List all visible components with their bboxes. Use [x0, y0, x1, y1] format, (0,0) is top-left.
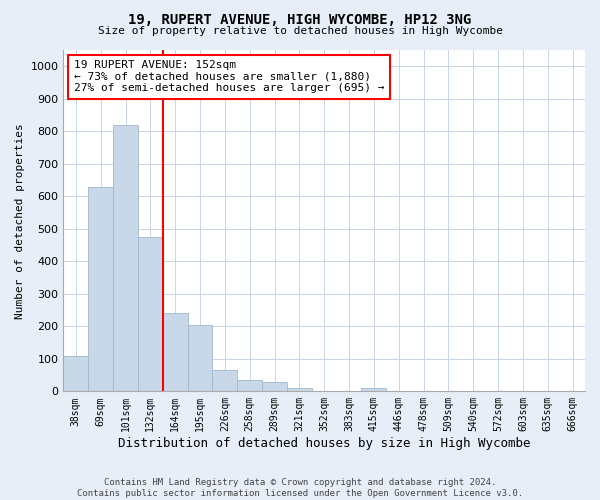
Text: Size of property relative to detached houses in High Wycombe: Size of property relative to detached ho…	[97, 26, 503, 36]
Text: 19 RUPERT AVENUE: 152sqm
← 73% of detached houses are smaller (1,880)
27% of sem: 19 RUPERT AVENUE: 152sqm ← 73% of detach…	[74, 60, 385, 94]
Bar	[163, 314, 188, 392]
Text: 19, RUPERT AVENUE, HIGH WYCOMBE, HP12 3NG: 19, RUPERT AVENUE, HIGH WYCOMBE, HP12 3N…	[128, 12, 472, 26]
Bar	[138, 237, 163, 392]
Text: Contains HM Land Registry data © Crown copyright and database right 2024.
Contai: Contains HM Land Registry data © Crown c…	[77, 478, 523, 498]
Y-axis label: Number of detached properties: Number of detached properties	[15, 123, 25, 318]
Bar	[237, 380, 262, 392]
Bar	[361, 388, 386, 392]
Bar	[287, 388, 312, 392]
Bar	[113, 125, 138, 392]
X-axis label: Distribution of detached houses by size in High Wycombe: Distribution of detached houses by size …	[118, 437, 530, 450]
Bar	[64, 356, 88, 392]
Bar	[212, 370, 237, 392]
Bar	[88, 186, 113, 392]
Bar	[188, 324, 212, 392]
Bar	[262, 382, 287, 392]
